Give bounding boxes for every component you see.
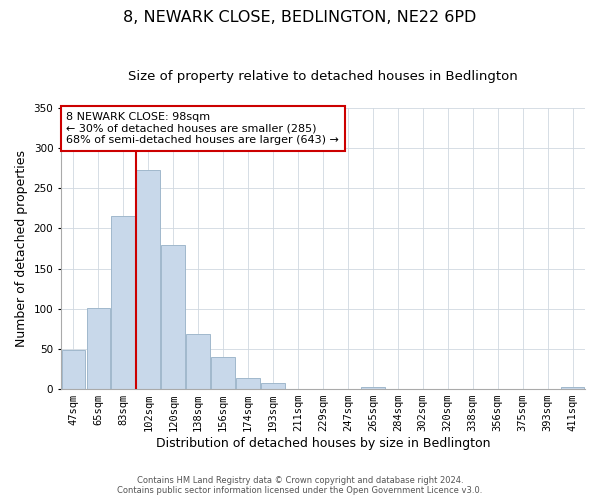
- Bar: [62, 350, 85, 389]
- Text: Contains HM Land Registry data © Crown copyright and database right 2024.
Contai: Contains HM Land Registry data © Crown c…: [118, 476, 482, 495]
- Bar: [560, 388, 584, 389]
- Bar: [236, 378, 260, 389]
- Bar: [136, 170, 160, 389]
- Bar: [112, 216, 135, 389]
- Title: Size of property relative to detached houses in Bedlington: Size of property relative to detached ho…: [128, 70, 518, 83]
- Bar: [261, 384, 285, 389]
- Bar: [86, 308, 110, 389]
- Text: 8, NEWARK CLOSE, BEDLINGTON, NE22 6PD: 8, NEWARK CLOSE, BEDLINGTON, NE22 6PD: [124, 10, 476, 25]
- X-axis label: Distribution of detached houses by size in Bedlington: Distribution of detached houses by size …: [156, 437, 490, 450]
- Bar: [161, 245, 185, 389]
- Y-axis label: Number of detached properties: Number of detached properties: [15, 150, 28, 347]
- Text: 8 NEWARK CLOSE: 98sqm
← 30% of detached houses are smaller (285)
68% of semi-det: 8 NEWARK CLOSE: 98sqm ← 30% of detached …: [66, 112, 339, 145]
- Bar: [361, 388, 385, 389]
- Bar: [211, 357, 235, 389]
- Bar: [187, 334, 210, 389]
